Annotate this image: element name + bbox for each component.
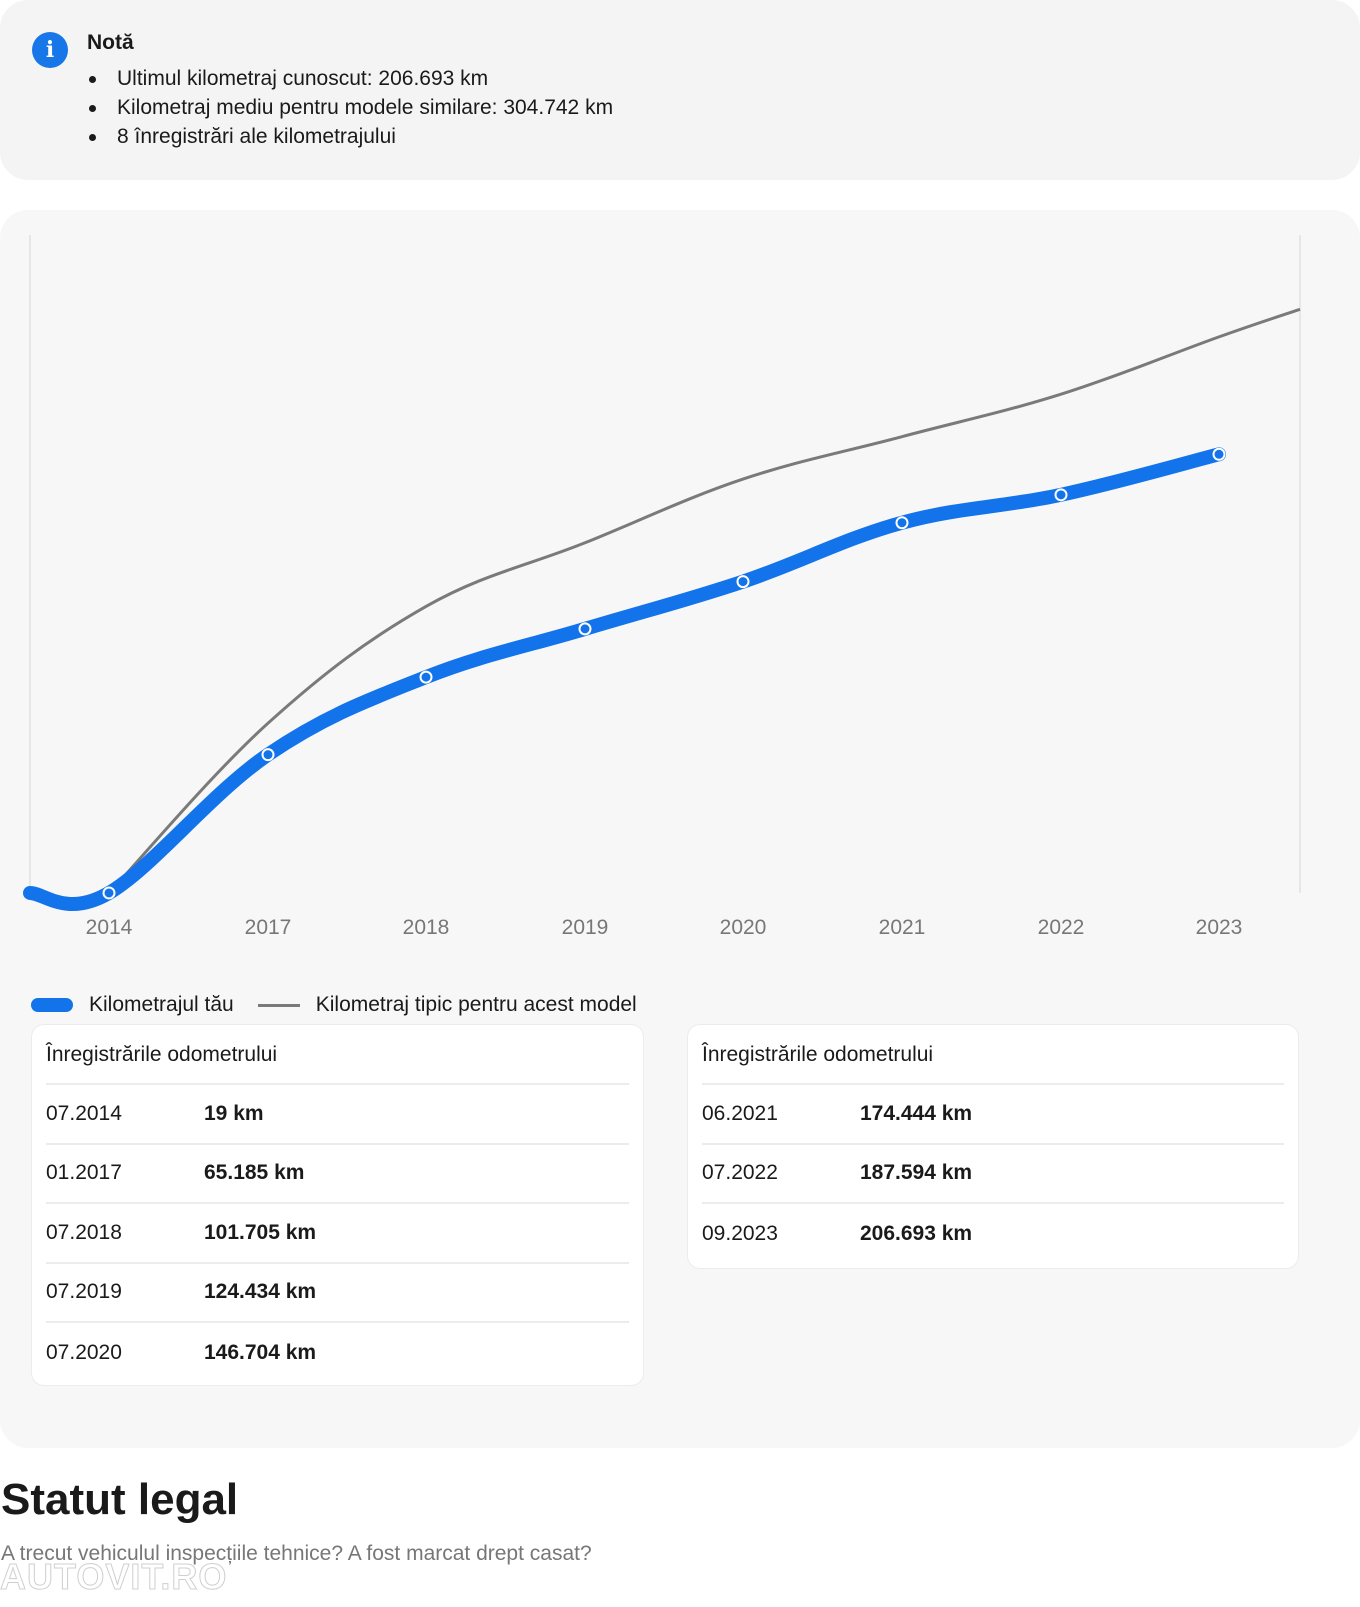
x-tick-label: 2019 [562,916,609,939]
note-box: i Notă Ultimul kilometraj cunoscut: 206.… [0,0,1360,180]
row-date: 07.2020 [46,1340,122,1364]
row-km: 187.594 km [860,1161,973,1185]
note-item: Kilometraj mediu pentru modele similare:… [89,93,613,122]
row-date: 07.2014 [46,1101,122,1125]
row-date: 09.2023 [702,1221,778,1245]
x-tick-label: 2022 [1038,916,1085,939]
note-list: Ultimul kilometraj cunoscut: 206.693 km … [89,64,613,151]
section-subtitle-legal-status: A trecut vehiculul inspecțiile tehnice? … [1,1542,592,1565]
row-date: 07.2018 [46,1220,122,1244]
data-point-yours [419,670,433,684]
table-row: 07.2014 19 km [46,1085,629,1145]
legend-label-typical: Kilometraj tipic pentru acest model [315,993,637,1016]
x-tick-label: 2017 [245,916,292,939]
odometer-table-title: Înregistrările odometrului [702,1025,1284,1085]
table-row: 07.2018 101.705 km [46,1204,629,1264]
odometer-table-title: Înregistrările odometrului [46,1025,629,1085]
note-item: Ultimul kilometraj cunoscut: 206.693 km [89,64,613,93]
x-tick-label: 2021 [879,916,926,939]
legend-label-yours: Kilometrajul tău [89,993,234,1016]
row-km: 124.434 km [204,1280,317,1304]
watermark-logo: AUTOVIT.RO [0,1556,228,1598]
chart-legend: Kilometrajul tău Kilometraj tipic pentru… [31,990,637,1020]
row-km: 206.693 km [860,1221,973,1245]
data-point-yours [578,622,592,636]
mileage-chart-card: 2014 2017 2018 2019 2020 2021 2022 2023 Kilomet… [0,210,1360,1448]
data-point-yours [261,748,275,762]
row-date: 07.2022 [702,1161,778,1185]
data-point-yours [895,516,909,530]
note-item: 8 înregistrări ale kilometrajului [89,122,613,151]
row-km: 101.705 km [204,1220,317,1244]
row-date: 01.2017 [46,1161,122,1185]
table-row: 09.2023 206.693 km [702,1204,1284,1264]
table-row: 01.2017 65.185 km [46,1145,629,1204]
table-row: 06.2021 174.444 km [702,1085,1284,1145]
series-line-typical [107,307,1301,895]
note-title: Notă [87,31,134,54]
x-tick-label: 2023 [1196,916,1243,939]
table-row: 07.2022 187.594 km [702,1145,1284,1204]
info-icon: i [32,32,68,68]
data-point-yours [736,575,750,589]
section-heading-legal-status: Statut legal [1,1475,239,1524]
odometer-table-left: Înregistrările odometrului 07.2014 19 km … [32,1025,643,1385]
row-date: 06.2021 [702,1101,778,1125]
row-km: 19 km [204,1101,264,1125]
data-point-yours [102,886,116,900]
table-row: 07.2019 124.434 km [46,1264,629,1323]
data-point-yours [1054,488,1068,502]
series-line-yours [23,447,1226,911]
odometer-table-right: Înregistrările odometrului 06.2021 174.44… [688,1025,1298,1268]
legend-swatch-yours [31,998,73,1012]
x-tick-label: 2014 [86,916,133,939]
table-row: 07.2020 146.704 km [46,1323,629,1383]
x-tick-label: 2020 [720,916,767,939]
row-km: 65.185 km [204,1161,305,1185]
data-point-yours [1212,447,1226,461]
row-km: 174.444 km [860,1101,973,1125]
x-tick-label: 2018 [403,916,450,939]
row-date: 07.2019 [46,1280,122,1304]
legend-swatch-typical [257,1003,300,1007]
row-km: 146.704 km [204,1340,317,1364]
mileage-chart: 2014 2017 2018 2019 2020 2021 2022 2023 [23,235,1301,939]
